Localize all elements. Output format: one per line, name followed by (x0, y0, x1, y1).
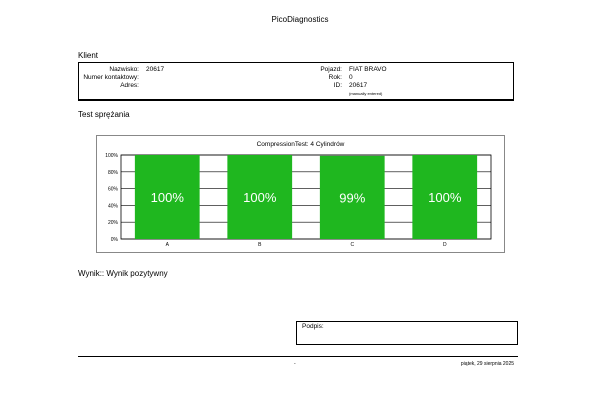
signature-box (296, 321, 518, 345)
chart-frame (96, 135, 505, 253)
surname-label: Nazwisko: (109, 66, 139, 73)
vehicle-label: Pojazd: (320, 66, 342, 73)
year-value: 0 (349, 74, 353, 81)
test-section-title: Test sprężania (78, 110, 130, 119)
footer-divider (78, 356, 518, 357)
compression-chart: 0% 20% 40% 60% 80% 100% 100% A 100% B 99% C 100% D (105, 153, 492, 248)
app-title: PicoDiagnostics (271, 15, 329, 24)
x-tick-label: A (166, 242, 170, 248)
bar (319, 155, 385, 239)
x-tick-label: C (350, 242, 354, 248)
chart-title: CompressionTest: 4 Cylindrów (256, 141, 345, 148)
client-section-title: Klient (78, 51, 99, 60)
id-note: (manually entered) (349, 91, 383, 96)
bar (134, 155, 200, 239)
bar-value-label: 100% (151, 190, 185, 205)
bar (227, 155, 293, 239)
y-tick-label: 100% (105, 153, 118, 159)
year-label: Rok: (328, 74, 342, 81)
result-text: Wynik:: Wynik pozytywny (78, 269, 168, 278)
id-label: ID: (333, 82, 342, 89)
y-tick-label: 20% (108, 220, 119, 226)
bar-value-label: 99% (339, 190, 365, 205)
y-tick-label: 80% (108, 170, 119, 176)
contact-number-label: Numer kontaktowy: (83, 74, 139, 81)
surname-value: 20617 (146, 66, 165, 73)
bar (412, 155, 478, 239)
bar-value-label: 100% (243, 190, 277, 205)
footer-dash: - (294, 361, 296, 367)
footer-date: piątek, 29 sierpnia 2025 (460, 361, 514, 367)
signature-label: Podpis: (302, 323, 324, 330)
vehicle-value: FIAT BRAVO (349, 66, 387, 73)
client-info-box (78, 62, 514, 101)
bar-value-label: 100% (428, 190, 462, 205)
x-tick-label: D (443, 242, 447, 248)
id-value: 20617 (349, 82, 368, 89)
y-tick-label: 0% (111, 237, 119, 243)
x-tick-label: B (258, 242, 262, 248)
address-label: Adres: (120, 82, 139, 89)
y-tick-label: 40% (108, 203, 119, 209)
y-tick-label: 60% (108, 187, 119, 193)
